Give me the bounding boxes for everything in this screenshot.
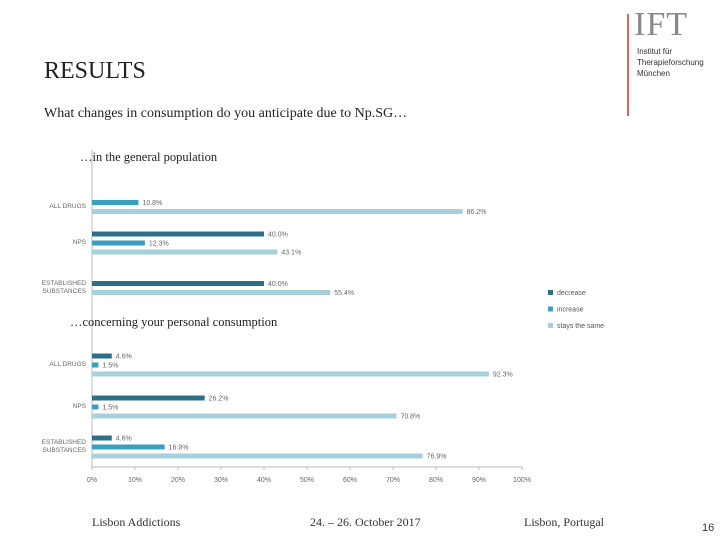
bar: [92, 209, 463, 214]
chart-subtitle: …concerning your personal consumption: [70, 315, 278, 329]
category-label: NPS: [72, 403, 86, 410]
x-tick-label: 40%: [257, 477, 271, 484]
legend-swatch: [548, 323, 553, 328]
bar: [92, 413, 397, 419]
legend-label: stays the same: [557, 323, 604, 330]
footer-place: Lisbon, Portugal: [524, 515, 604, 529]
institute-line: München: [637, 69, 670, 78]
value-label: 43.1%: [281, 250, 301, 257]
category-label: ESTABLISHED SUBSTANCES: [41, 280, 86, 295]
legend-swatch: [548, 306, 553, 312]
logo: IFT: [634, 6, 688, 43]
value-label: 70.8%: [400, 414, 420, 421]
value-label: 76.9%: [427, 454, 447, 461]
bar: [92, 453, 423, 459]
page-number: 16: [702, 522, 715, 534]
x-tick-label: 60%: [343, 477, 357, 484]
value-label: 10.8%: [142, 200, 162, 207]
x-tick-label: 90%: [472, 477, 486, 484]
bar: [92, 404, 99, 410]
value-label: 16.9%: [169, 445, 189, 452]
x-tick-label: 10%: [128, 477, 142, 484]
bar: [92, 249, 278, 255]
value-label: 12.3%: [149, 241, 169, 248]
x-tick-label: 30%: [214, 477, 228, 484]
value-label: 40.0%: [268, 232, 288, 239]
value-label: 4.6%: [116, 354, 132, 361]
institute-line: Therapieforschung: [637, 58, 704, 67]
category-label: ALL DRUGS: [49, 203, 86, 210]
value-label: 40.0%: [268, 281, 288, 288]
value-label: 4.6%: [116, 436, 132, 443]
bar: [92, 362, 99, 368]
legend-label: decrease: [557, 290, 586, 297]
category-label: NPS: [72, 239, 86, 246]
x-tick-label: 0%: [87, 477, 97, 484]
bar: [92, 240, 145, 246]
bar: [92, 353, 112, 359]
category-label: ESTABLISHED SUBSTANCES: [41, 439, 86, 454]
legend-swatch: [548, 290, 553, 295]
x-tick-label: 50%: [300, 477, 314, 484]
value-label: 26.2%: [209, 396, 229, 403]
bar: [92, 444, 165, 450]
legend-label: increase: [557, 307, 584, 314]
x-tick-label: 20%: [171, 477, 185, 484]
bar: [92, 371, 489, 377]
category-label: ALL DRUGS: [49, 361, 86, 368]
bar: [92, 231, 264, 237]
institute-line: Institut für: [637, 47, 673, 56]
footer-event: Lisbon Addictions: [92, 515, 181, 529]
slide-title: RESULTS: [44, 58, 146, 84]
question: What changes in consumption do you antic…: [44, 106, 408, 121]
bar: [92, 200, 139, 205]
bar: [92, 281, 264, 286]
x-tick-label: 80%: [429, 477, 443, 484]
x-tick-label: 100%: [513, 477, 531, 484]
value-label: 92.3%: [493, 372, 513, 379]
x-tick-label: 70%: [386, 477, 400, 484]
value-label: 1.5%: [102, 405, 118, 412]
bar: [92, 395, 205, 401]
value-label: 1.5%: [102, 363, 118, 370]
value-label: 86.2%: [467, 209, 487, 216]
bar: [92, 290, 331, 295]
chart-subtitle: …in the general population: [80, 150, 218, 164]
footer-dates: 24. – 26. October 2017: [310, 515, 421, 529]
bar: [92, 435, 112, 441]
value-label: 55.4%: [334, 290, 354, 297]
